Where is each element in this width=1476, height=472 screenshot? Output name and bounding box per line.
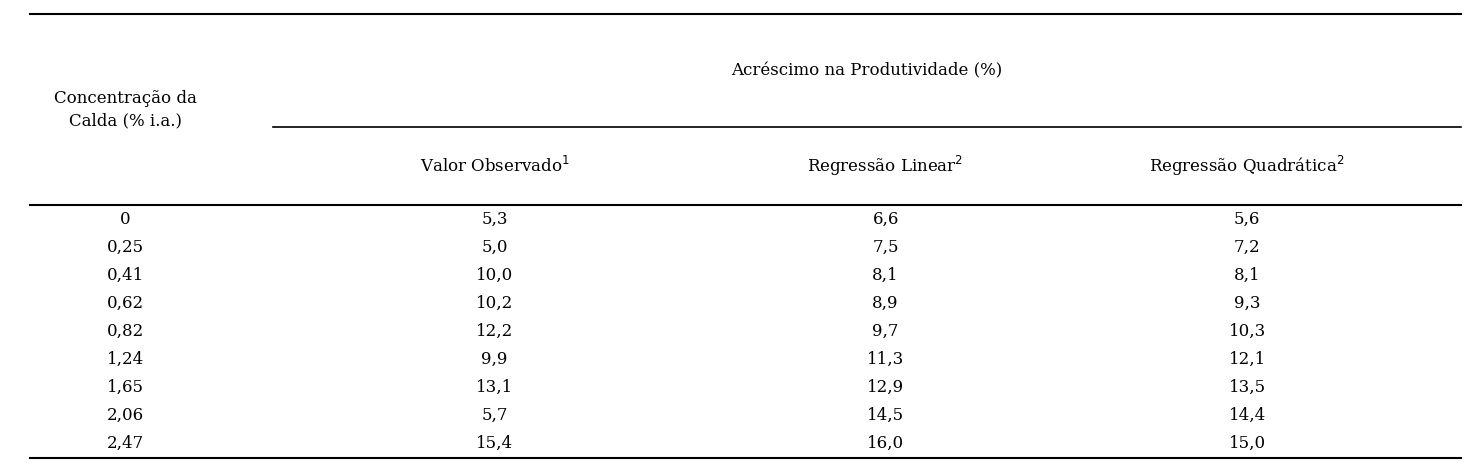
Text: 13,1: 13,1 [475, 379, 514, 396]
Text: 9,7: 9,7 [872, 323, 899, 340]
Text: 9,9: 9,9 [481, 351, 508, 368]
Text: 5,0: 5,0 [481, 239, 508, 256]
Text: 1,65: 1,65 [106, 379, 145, 396]
Text: Valor Observado$^{1}$: Valor Observado$^{1}$ [419, 156, 570, 177]
Text: 0,82: 0,82 [106, 323, 145, 340]
Text: Concentração da
Calda (% i.a.): Concentração da Calda (% i.a.) [55, 90, 196, 129]
Text: 0,41: 0,41 [106, 267, 145, 284]
Text: 10,3: 10,3 [1228, 323, 1266, 340]
Text: 0: 0 [120, 211, 131, 228]
Text: 12,1: 12,1 [1228, 351, 1266, 368]
Text: 14,5: 14,5 [866, 407, 905, 424]
Text: 1,24: 1,24 [106, 351, 145, 368]
Text: 11,3: 11,3 [866, 351, 905, 368]
Text: 10,0: 10,0 [475, 267, 514, 284]
Text: 15,0: 15,0 [1228, 435, 1266, 452]
Text: 5,3: 5,3 [481, 211, 508, 228]
Text: 2,06: 2,06 [106, 407, 145, 424]
Text: 10,2: 10,2 [475, 295, 514, 312]
Text: 14,4: 14,4 [1228, 407, 1266, 424]
Text: 0,62: 0,62 [106, 295, 145, 312]
Text: 8,1: 8,1 [1234, 267, 1261, 284]
Text: 12,2: 12,2 [475, 323, 514, 340]
Text: 16,0: 16,0 [866, 435, 905, 452]
Text: 5,6: 5,6 [1234, 211, 1261, 228]
Text: 2,47: 2,47 [106, 435, 145, 452]
Text: Regressão Linear$^{2}$: Regressão Linear$^{2}$ [807, 154, 964, 178]
Text: 6,6: 6,6 [872, 211, 899, 228]
Text: 13,5: 13,5 [1228, 379, 1266, 396]
Text: 9,3: 9,3 [1234, 295, 1261, 312]
Text: 15,4: 15,4 [475, 435, 514, 452]
Text: Regressão Quadrática$^{2}$: Regressão Quadrática$^{2}$ [1150, 154, 1345, 178]
Text: Acréscimo na Produtividade (%): Acréscimo na Produtividade (%) [732, 62, 1002, 79]
Text: 8,1: 8,1 [872, 267, 899, 284]
Text: 0,25: 0,25 [106, 239, 145, 256]
Text: 5,7: 5,7 [481, 407, 508, 424]
Text: 8,9: 8,9 [872, 295, 899, 312]
Text: 12,9: 12,9 [866, 379, 905, 396]
Text: 7,2: 7,2 [1234, 239, 1261, 256]
Text: 7,5: 7,5 [872, 239, 899, 256]
